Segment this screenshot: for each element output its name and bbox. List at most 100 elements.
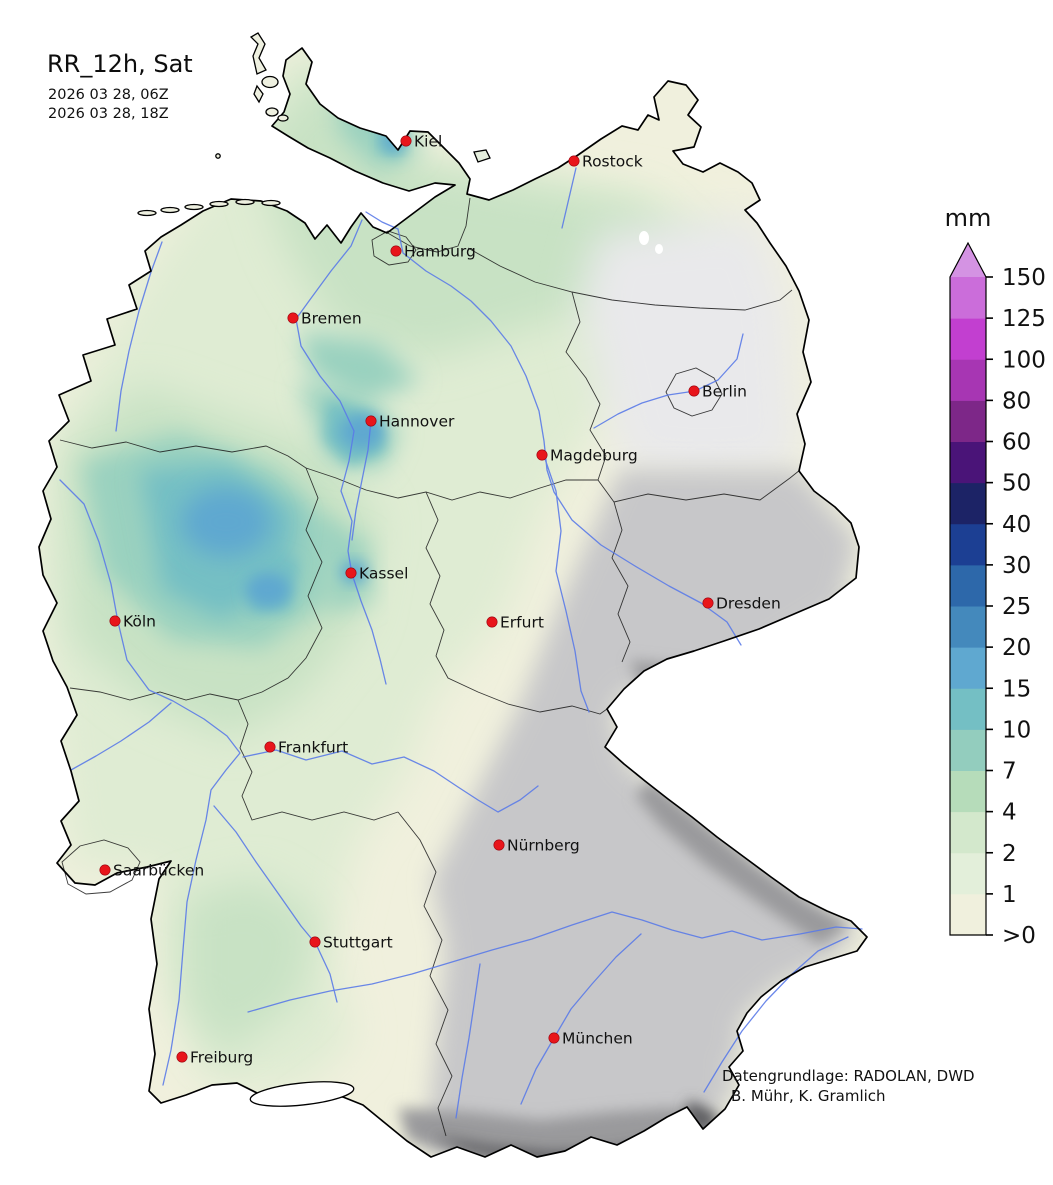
colorbar-tick-label: 80 xyxy=(1002,388,1031,414)
city-label: München xyxy=(562,1030,633,1048)
river-elbe xyxy=(365,211,742,646)
river-warnow xyxy=(561,167,577,229)
colorbar-unit-label: mm xyxy=(945,204,992,232)
city-label: Nürnberg xyxy=(507,837,580,855)
city-bremen: Bremen xyxy=(287,310,362,328)
rivers xyxy=(59,167,863,1119)
river-danube xyxy=(247,911,863,1013)
colorbar-segment-1 xyxy=(950,852,986,895)
city-marker-dot xyxy=(400,135,412,147)
city-n-rnberg: Nürnberg xyxy=(493,837,580,855)
city-saarb-cken: Saarbücken xyxy=(99,862,204,880)
island-fehmarn xyxy=(473,149,491,163)
river-spree-havel xyxy=(593,333,744,429)
colorbar-tick-label: 150 xyxy=(1002,265,1046,291)
city-label: Bremen xyxy=(301,310,362,328)
city-label: Köln xyxy=(123,613,156,631)
colorbar-tick-label: 100 xyxy=(1002,347,1046,373)
lake-constance xyxy=(249,1081,355,1107)
state-borders xyxy=(59,197,801,1137)
city-marker-dot xyxy=(688,385,700,397)
colorbar-segment-7 xyxy=(950,729,986,771)
terrain-gray-light-northeast xyxy=(580,216,798,478)
colorbar-tick-label: 50 xyxy=(1002,471,1031,497)
city-freiburg: Freiburg xyxy=(176,1049,253,1067)
river-leine xyxy=(351,420,372,541)
period-start: 2026 03 28, 06Z xyxy=(48,87,169,103)
city-hamburg: Hamburg xyxy=(390,243,476,261)
island-east-frisian-5 xyxy=(235,198,255,206)
colorbar-segment-100 xyxy=(950,318,986,360)
germany-coastline-border xyxy=(38,47,868,1158)
colorbar-segment-2 xyxy=(950,811,986,854)
island-east-frisian-2 xyxy=(160,206,180,214)
city-stuttgart: Stuttgart xyxy=(309,934,393,952)
river-mosel xyxy=(70,702,172,771)
city-marker-dot xyxy=(287,312,299,324)
river-inn xyxy=(703,936,849,1093)
city-dresden: Dresden xyxy=(702,595,781,613)
berlin-state-border xyxy=(665,367,723,417)
map-title: RR_12h, Sat xyxy=(47,50,193,78)
river-lech xyxy=(455,963,481,1119)
city-label: Freiburg xyxy=(190,1049,253,1067)
river-saale xyxy=(543,455,590,713)
river-weser xyxy=(295,219,363,575)
colorbar-segment-40 xyxy=(950,482,986,525)
precip-blue-sauerland xyxy=(246,573,290,607)
city-berlin: Berlin xyxy=(688,383,747,401)
river-rhine xyxy=(59,479,241,1086)
colorbar-segment-80 xyxy=(950,359,986,401)
city-label: Saarbücken xyxy=(113,862,204,880)
city-label: Rostock xyxy=(582,153,643,171)
precip-green-southwest xyxy=(182,878,318,1058)
precip-blue-ruhr xyxy=(181,488,271,556)
precipitation-layer xyxy=(40,48,862,1157)
colorbar-overflow-arrow xyxy=(950,243,986,277)
island-pellworm xyxy=(265,107,279,117)
colorbar-tick-label: 60 xyxy=(1002,430,1031,456)
city-marker-dot xyxy=(176,1051,188,1063)
colorbar-segment->0 xyxy=(950,893,986,936)
city-marker-dot xyxy=(99,864,111,876)
city-k-ln: Köln xyxy=(109,613,156,631)
city-marker-dot xyxy=(365,415,377,427)
city-marker-dot xyxy=(568,155,580,167)
period-end: 2026 03 28, 18Z xyxy=(48,106,169,123)
city-label: Hamburg xyxy=(404,243,476,261)
city-rostock: Rostock xyxy=(568,153,643,171)
city-marker-dot xyxy=(486,616,498,628)
city-label: Frankfurt xyxy=(278,739,348,757)
city-marker-dot xyxy=(702,597,714,609)
city-label: Dresden xyxy=(716,595,781,613)
island-east-frisian-4 xyxy=(209,200,229,208)
colorbar-tick-label: 40 xyxy=(1002,512,1031,538)
city-m-nchen: München xyxy=(548,1030,633,1048)
island-nordstrand xyxy=(277,114,289,122)
city-marker-dot xyxy=(548,1032,560,1044)
river-isar xyxy=(520,933,642,1105)
colorbar-segment-10 xyxy=(950,688,986,730)
attribution-source: Datengrundlage: RADOLAN, DWD xyxy=(722,1067,975,1085)
city-marker-dot xyxy=(109,615,121,627)
city-kassel: Kassel xyxy=(345,565,408,583)
valid-period: 2026 03 28, 06Z 2026 03 28, 18Z xyxy=(48,86,169,124)
city-magdeburg: Magdeburg xyxy=(536,447,638,465)
islands xyxy=(137,32,491,1107)
colorbar-tick-label: 25 xyxy=(1002,594,1031,620)
city-label: Erfurt xyxy=(500,614,544,632)
precip-blue-hannover xyxy=(340,415,384,449)
colorbar-segment-20 xyxy=(950,606,986,648)
terrain-gray-dark-bavarian-forest xyxy=(635,780,850,945)
colorbar-segment-30 xyxy=(950,523,986,566)
city-marker-dot xyxy=(390,245,402,257)
colorbar-segment-4 xyxy=(950,770,986,813)
city-hannover: Hannover xyxy=(365,413,455,431)
colorbar-tick-label: 10 xyxy=(1002,717,1031,743)
river-fulda xyxy=(351,573,387,685)
city-marker-dot xyxy=(536,449,548,461)
lake-small xyxy=(655,244,663,254)
island-foehr xyxy=(261,75,279,89)
